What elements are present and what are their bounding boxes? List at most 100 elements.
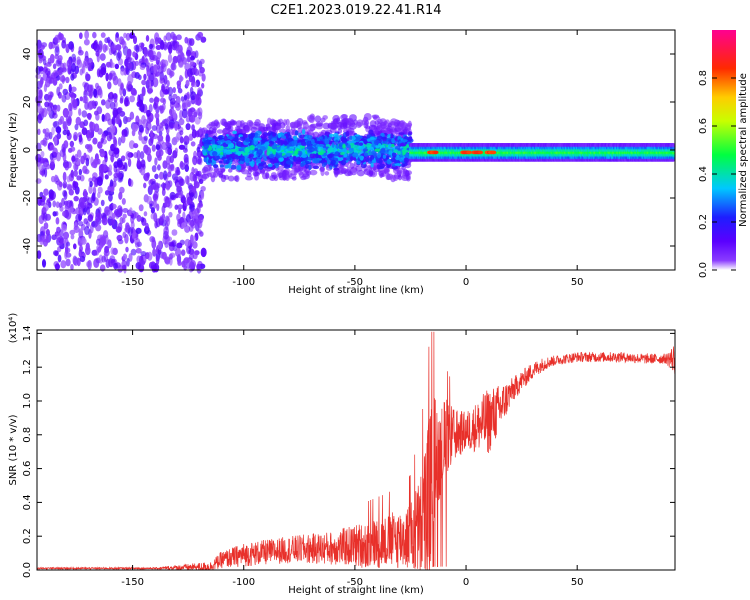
heatmap-cell	[81, 237, 87, 245]
heatmap-cell	[116, 52, 121, 61]
heatmap-cell	[227, 175, 235, 182]
heatmap-cell	[146, 195, 152, 205]
heatmap-cell	[167, 53, 173, 64]
heatmap-cell	[244, 137, 250, 143]
heatmap-cell	[174, 204, 179, 210]
heatmap-cell	[350, 156, 354, 162]
heatmap-cell	[221, 156, 226, 160]
heatmap-cell	[208, 126, 214, 135]
heatmap-cell	[64, 162, 70, 171]
heatmap-cell	[306, 140, 312, 146]
heatmap-cell	[186, 175, 190, 186]
heatmap-cell	[102, 217, 106, 224]
heatmap-cell	[157, 66, 164, 74]
heatmap-cell	[170, 163, 175, 172]
heatmap-cell	[382, 140, 388, 144]
heatmap-cell	[120, 155, 126, 162]
heatmap-cell	[49, 153, 54, 161]
heatmap-cell	[282, 173, 287, 181]
heatmap-cell	[105, 61, 112, 68]
heatmap-cell	[109, 72, 113, 80]
heatmap-cell	[143, 144, 149, 154]
heatmap-cell	[83, 119, 89, 127]
heatmap-cell	[76, 149, 82, 158]
heatmap-cell	[363, 139, 367, 144]
heatmap-cell	[188, 38, 195, 46]
heatmap-cell	[156, 51, 162, 60]
heatmap-cell	[155, 255, 160, 265]
heatmap-cell	[84, 226, 90, 236]
heatmap-cell	[349, 135, 353, 140]
heatmap-cell	[260, 133, 267, 140]
heatmap-cell	[78, 134, 83, 143]
heatmap-cell	[394, 163, 402, 166]
heatmap-cell	[74, 153, 78, 163]
heatmap-cell	[87, 129, 94, 138]
heatmap-cell	[185, 123, 191, 131]
heatmap-cell	[332, 118, 339, 125]
heatmap-cell	[40, 150, 45, 158]
heatmap-cell	[200, 190, 205, 200]
heatmap-cell	[250, 132, 255, 138]
heatmap-cell	[38, 66, 44, 72]
heatmap-cell	[91, 176, 97, 182]
heatmap-cell	[72, 99, 78, 109]
heatmap-cell	[72, 181, 79, 189]
heatmap-cell	[362, 148, 369, 152]
heatmap-cell	[138, 204, 144, 212]
heatmap-cell	[70, 146, 76, 152]
heatmap-cell	[188, 261, 195, 270]
heatmap-cell	[173, 136, 180, 143]
heatmap-cell	[108, 164, 113, 172]
heatmap-cell	[392, 174, 399, 182]
heatmap-cell	[271, 144, 278, 150]
heatmap-cell	[201, 168, 207, 174]
heatmap-cell	[54, 175, 59, 182]
heatmap-cell	[159, 215, 164, 222]
heatmap-cell	[190, 141, 196, 147]
heatmap-cell	[105, 72, 109, 82]
heatmap-cell	[65, 115, 72, 124]
heatmap-cell	[335, 139, 339, 146]
heatmap-cell	[285, 125, 291, 132]
heatmap-cell	[153, 97, 160, 103]
heatmap-cell	[60, 239, 64, 245]
heatmap-cell	[323, 161, 328, 166]
heatmap-cell	[37, 113, 43, 124]
heatmap-cell	[130, 87, 137, 96]
heatmap-cell	[165, 141, 170, 147]
heatmap-cell	[155, 144, 161, 151]
heatmap-cell	[262, 172, 268, 180]
heatmap-cell	[35, 153, 42, 163]
heatmap-cell	[54, 263, 61, 270]
heatmap-cell	[109, 124, 116, 135]
heatmap-cell	[329, 147, 335, 153]
heatmap-cell	[84, 101, 90, 110]
heatmap-cell	[84, 246, 91, 256]
heatmap-cell	[79, 255, 86, 263]
heatmap-cell	[108, 193, 113, 202]
heatmap-cell	[99, 53, 106, 61]
heatmap-cell	[129, 32, 136, 39]
heatmap-cell	[73, 225, 80, 233]
heatmap-cell	[278, 128, 287, 134]
heatmap-cell	[98, 168, 104, 178]
heatmap-cell	[158, 105, 164, 111]
heatmap-cell	[380, 147, 386, 153]
heatmap-cell	[388, 150, 393, 156]
heatmap-cell	[70, 234, 75, 240]
heatmap-cell	[43, 222, 49, 230]
heatmap-cell	[232, 130, 238, 135]
heatmap-cell	[75, 116, 82, 126]
heatmap-cell	[266, 132, 271, 137]
heatmap-cell	[178, 118, 185, 126]
heatmap-cell	[119, 86, 123, 96]
heatmap-cell	[218, 160, 223, 164]
heatmap-cell	[264, 141, 270, 147]
heatmap-cell	[300, 141, 307, 146]
heatmap-cell	[233, 137, 240, 142]
heatmap-cell	[211, 144, 216, 150]
heatmap-cell	[140, 251, 147, 257]
heatmap-cell	[143, 211, 148, 217]
heatmap-cell	[53, 250, 59, 256]
